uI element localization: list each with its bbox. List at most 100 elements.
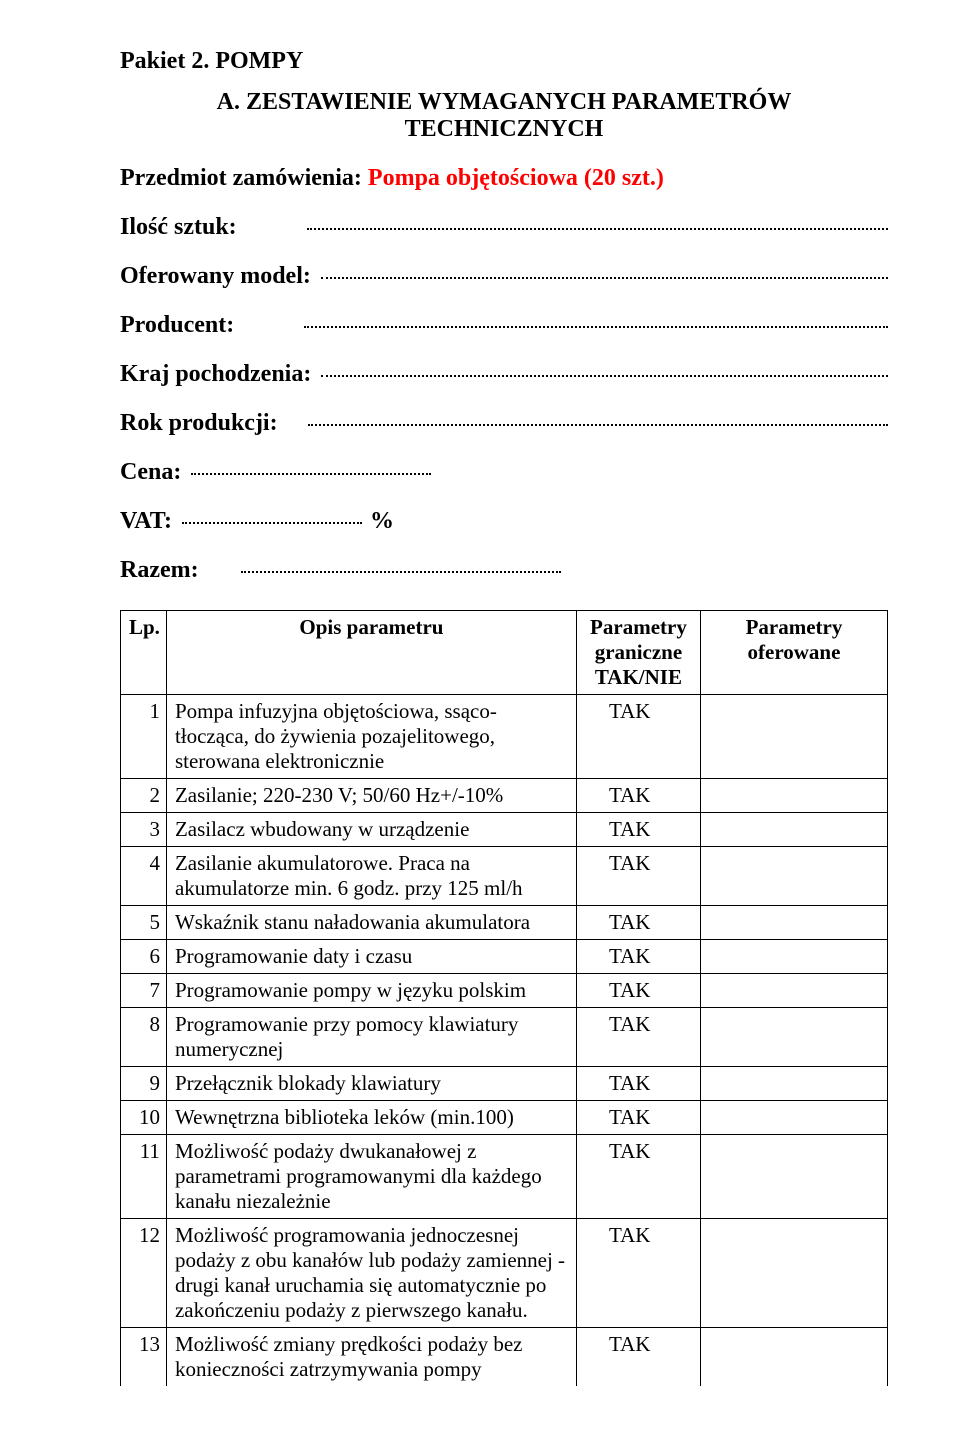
table-row: 4Zasilanie akumulatorowe. Praca na akumu… [121, 847, 888, 906]
field-qty: Ilość sztuk: [120, 214, 888, 241]
cell-desc: Zasilacz wbudowany w urządzenie [166, 813, 576, 847]
cell-ofr [700, 779, 887, 813]
cell-desc: Wskaźnik stanu naładowania akumulatora [166, 906, 576, 940]
package-title: Pakiet 2. POMPY [120, 48, 888, 75]
field-origin-label: Kraj pochodzenia: [120, 361, 311, 388]
cell-lp: 9 [121, 1067, 167, 1101]
cell-gran: TAK [576, 813, 700, 847]
cell-lp: 12 [121, 1219, 167, 1328]
dotted-line [321, 375, 888, 377]
cell-ofr [700, 940, 887, 974]
cell-lp: 7 [121, 974, 167, 1008]
cell-desc: Możliwość programowania jednoczesnej pod… [166, 1219, 576, 1328]
table-row: 6Programowanie daty i czasuTAK [121, 940, 888, 974]
table-row: 10Wewnętrzna biblioteka leków (min.100)T… [121, 1101, 888, 1135]
cell-desc: Przełącznik blokady klawiatury [166, 1067, 576, 1101]
field-vat-label: VAT: [120, 508, 172, 535]
cell-desc: Pompa infuzyjna objętościowa, ssąco-tłoc… [166, 695, 576, 779]
cell-ofr [700, 1101, 887, 1135]
document-page: Pakiet 2. POMPY A. ZESTAWIENIE WYMAGANYC… [0, 0, 960, 1426]
cell-gran: TAK [576, 695, 700, 779]
cell-desc: Zasilanie; 220-230 V; 50/60 Hz+/-10% [166, 779, 576, 813]
table-row: 11Możliwość podaży dwukanałowej z parame… [121, 1135, 888, 1219]
cell-lp: 4 [121, 847, 167, 906]
cell-lp: 1 [121, 695, 167, 779]
cell-desc: Możliwość zmiany prędkości podaży bez ko… [166, 1328, 576, 1387]
cell-gran: TAK [576, 940, 700, 974]
table-header-desc: Opis parametru [166, 611, 576, 695]
field-model-label: Oferowany model: [120, 263, 311, 290]
dotted-line [241, 571, 561, 573]
vat-percent: % [370, 508, 394, 535]
dotted-line [191, 473, 431, 475]
table-header-row: Lp. Opis parametru Parametry graniczne T… [121, 611, 888, 695]
cell-gran: TAK [576, 1328, 700, 1387]
order-value: Pompa objętościowa (20 szt.) [368, 165, 664, 191]
cell-gran: TAK [576, 1067, 700, 1101]
dotted-line [182, 522, 362, 524]
table-row: 2Zasilanie; 220-230 V; 50/60 Hz+/-10%TAK [121, 779, 888, 813]
field-vat: VAT: % [120, 508, 888, 535]
table-row: 12Możliwość programowania jednoczesnej p… [121, 1219, 888, 1328]
table-row: 5Wskaźnik stanu naładowania akumulatoraT… [121, 906, 888, 940]
order-label: Przedmiot zamówienia: [120, 165, 368, 191]
cell-lp: 11 [121, 1135, 167, 1219]
field-total-label: Razem: [120, 557, 199, 584]
cell-ofr [700, 847, 887, 906]
table-row: 9Przełącznik blokady klawiaturyTAK [121, 1067, 888, 1101]
cell-gran: TAK [576, 1135, 700, 1219]
parameters-table: Lp. Opis parametru Parametry graniczne T… [120, 610, 888, 1386]
field-year-label: Rok produkcji: [120, 410, 278, 437]
field-model: Oferowany model: [120, 263, 888, 290]
cell-desc: Programowanie przy pomocy klawiatury num… [166, 1008, 576, 1067]
cell-gran: TAK [576, 847, 700, 906]
cell-lp: 3 [121, 813, 167, 847]
cell-ofr [700, 813, 887, 847]
cell-ofr [700, 1067, 887, 1101]
cell-desc: Programowanie daty i czasu [166, 940, 576, 974]
field-qty-label: Ilość sztuk: [120, 214, 237, 241]
field-price: Cena: [120, 459, 888, 486]
table-row: 3Zasilacz wbudowany w urządzenieTAK [121, 813, 888, 847]
cell-lp: 2 [121, 779, 167, 813]
cell-lp: 5 [121, 906, 167, 940]
field-price-label: Cena: [120, 459, 181, 486]
cell-gran: TAK [576, 906, 700, 940]
cell-ofr [700, 695, 887, 779]
cell-lp: 10 [121, 1101, 167, 1135]
cell-desc: Zasilanie akumulatorowe. Praca na akumul… [166, 847, 576, 906]
table-row: 8Programowanie przy pomocy klawiatury nu… [121, 1008, 888, 1067]
cell-desc: Możliwość podaży dwukanałowej z parametr… [166, 1135, 576, 1219]
table-row: 13Możliwość zmiany prędkości podaży bez … [121, 1328, 888, 1387]
cell-gran: TAK [576, 1101, 700, 1135]
cell-ofr [700, 1328, 887, 1387]
dotted-line [321, 277, 888, 279]
field-producer-label: Producent: [120, 312, 234, 339]
cell-lp: 6 [121, 940, 167, 974]
table-header-ofr: Parametry oferowane [700, 611, 887, 695]
section-heading: A. ZESTAWIENIE WYMAGANYCH PARAMETRÓW TEC… [120, 89, 888, 143]
cell-ofr [700, 1135, 887, 1219]
field-producer: Producent: [120, 312, 888, 339]
cell-lp: 8 [121, 1008, 167, 1067]
cell-ofr [700, 906, 887, 940]
cell-desc: Programowanie pompy w języku polskim [166, 974, 576, 1008]
cell-ofr [700, 1008, 887, 1067]
cell-lp: 13 [121, 1328, 167, 1387]
cell-gran: TAK [576, 1219, 700, 1328]
table-row: 7Programowanie pompy w języku polskimTAK [121, 974, 888, 1008]
cell-gran: TAK [576, 1008, 700, 1067]
field-year: Rok produkcji: [120, 410, 888, 437]
field-total: Razem: [120, 557, 888, 584]
dotted-line [308, 424, 888, 426]
dotted-line [304, 326, 888, 328]
table-header-lp: Lp. [121, 611, 167, 695]
order-line: Przedmiot zamówienia: Pompa objętościowa… [120, 165, 888, 192]
table-header-gran: Parametry graniczne TAK/NIE [576, 611, 700, 695]
table-row: 1Pompa infuzyjna objętościowa, ssąco-tło… [121, 695, 888, 779]
cell-gran: TAK [576, 779, 700, 813]
cell-ofr [700, 974, 887, 1008]
cell-gran: TAK [576, 974, 700, 1008]
cell-ofr [700, 1219, 887, 1328]
dotted-line [307, 228, 888, 230]
